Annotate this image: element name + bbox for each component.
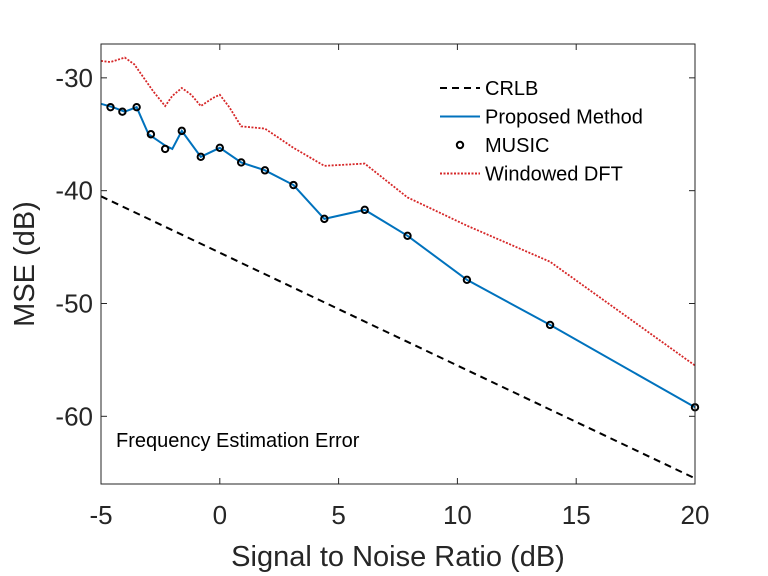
plot-frame — [100, 43, 696, 485]
music-marker — [236, 158, 246, 167]
legend-swatch-music — [455, 140, 465, 150]
x-axis: -5 0 5 10 15 20 — [89, 44, 709, 530]
music-marker — [177, 126, 186, 136]
legend-label-crlb: CRLB — [485, 78, 538, 100]
music-marker — [196, 152, 205, 162]
y-tick-label: -30 — [55, 63, 93, 93]
proposed-method-line — [100, 102, 696, 409]
legend: CRLB Proposed Method MUSIC Windowed DFT — [440, 78, 643, 186]
music-marker — [146, 130, 156, 139]
plot-background — [101, 44, 695, 484]
music-marker — [403, 231, 412, 240]
legend-label-proposed-method: Proposed Method — [485, 107, 643, 129]
legend-label-windowed-dft: Windowed DFT — [485, 164, 623, 186]
music-marker — [160, 144, 170, 154]
windowed-dft-line — [100, 56, 696, 367]
annotation-text: Frequency Estimation Error — [116, 430, 360, 452]
y-tick-label: -50 — [55, 288, 93, 318]
music-marker — [215, 143, 225, 152]
music-marker — [360, 205, 369, 215]
series-layer — [100, 56, 700, 480]
y-tick-label: -40 — [55, 176, 93, 206]
x-tick-label: 20 — [681, 500, 710, 530]
y-axis: -30 -40 -50 -60 — [55, 63, 695, 431]
music-marker — [118, 107, 127, 116]
legend-label-music: MUSIC — [485, 135, 549, 157]
x-tick-label: 5 — [331, 500, 345, 530]
music-marker — [260, 166, 270, 175]
x-tick-label: 10 — [443, 500, 472, 530]
music-marker — [132, 102, 141, 112]
crlb-line — [100, 195, 696, 480]
x-axis-title: Signal to Noise Ratio (dB) — [231, 541, 565, 573]
x-tick-label: 0 — [213, 500, 227, 530]
x-tick-label: 15 — [562, 500, 591, 530]
x-tick-label: -5 — [89, 500, 112, 530]
music-marker — [106, 102, 115, 112]
y-axis-title: MSE (dB) — [9, 201, 41, 327]
music-marker — [545, 320, 555, 330]
music-marker — [462, 275, 472, 284]
music-marker — [289, 180, 298, 190]
y-tick-label: -60 — [55, 401, 93, 431]
music-marker — [320, 214, 329, 224]
